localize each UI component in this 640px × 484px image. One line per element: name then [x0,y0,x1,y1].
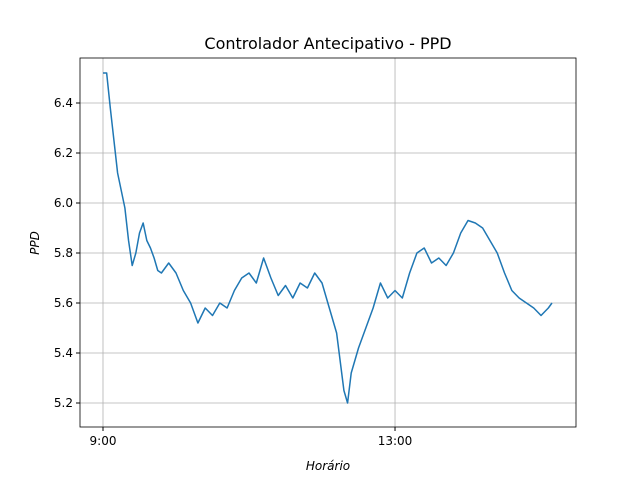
y-tick-label: 5.4 [54,346,73,360]
y-tick-label: 5.6 [54,296,73,310]
y-axis-label: PPD [28,231,42,255]
y-tick-label: 5.8 [54,246,73,260]
plot-frame [79,57,577,428]
x-tick-label: 13:00 [378,434,413,448]
y-tick-label: 6.0 [54,196,73,210]
data-line [102,72,553,404]
y-tick-label: 6.2 [54,146,73,160]
y-tick-label: 5.2 [54,396,73,410]
y-tick-label: 6.4 [54,96,73,110]
chart-title: Controlador Antecipativo - PPD [204,34,451,53]
x-tick-label: 9:00 [90,434,117,448]
x-axis-label: Horário [306,459,350,473]
